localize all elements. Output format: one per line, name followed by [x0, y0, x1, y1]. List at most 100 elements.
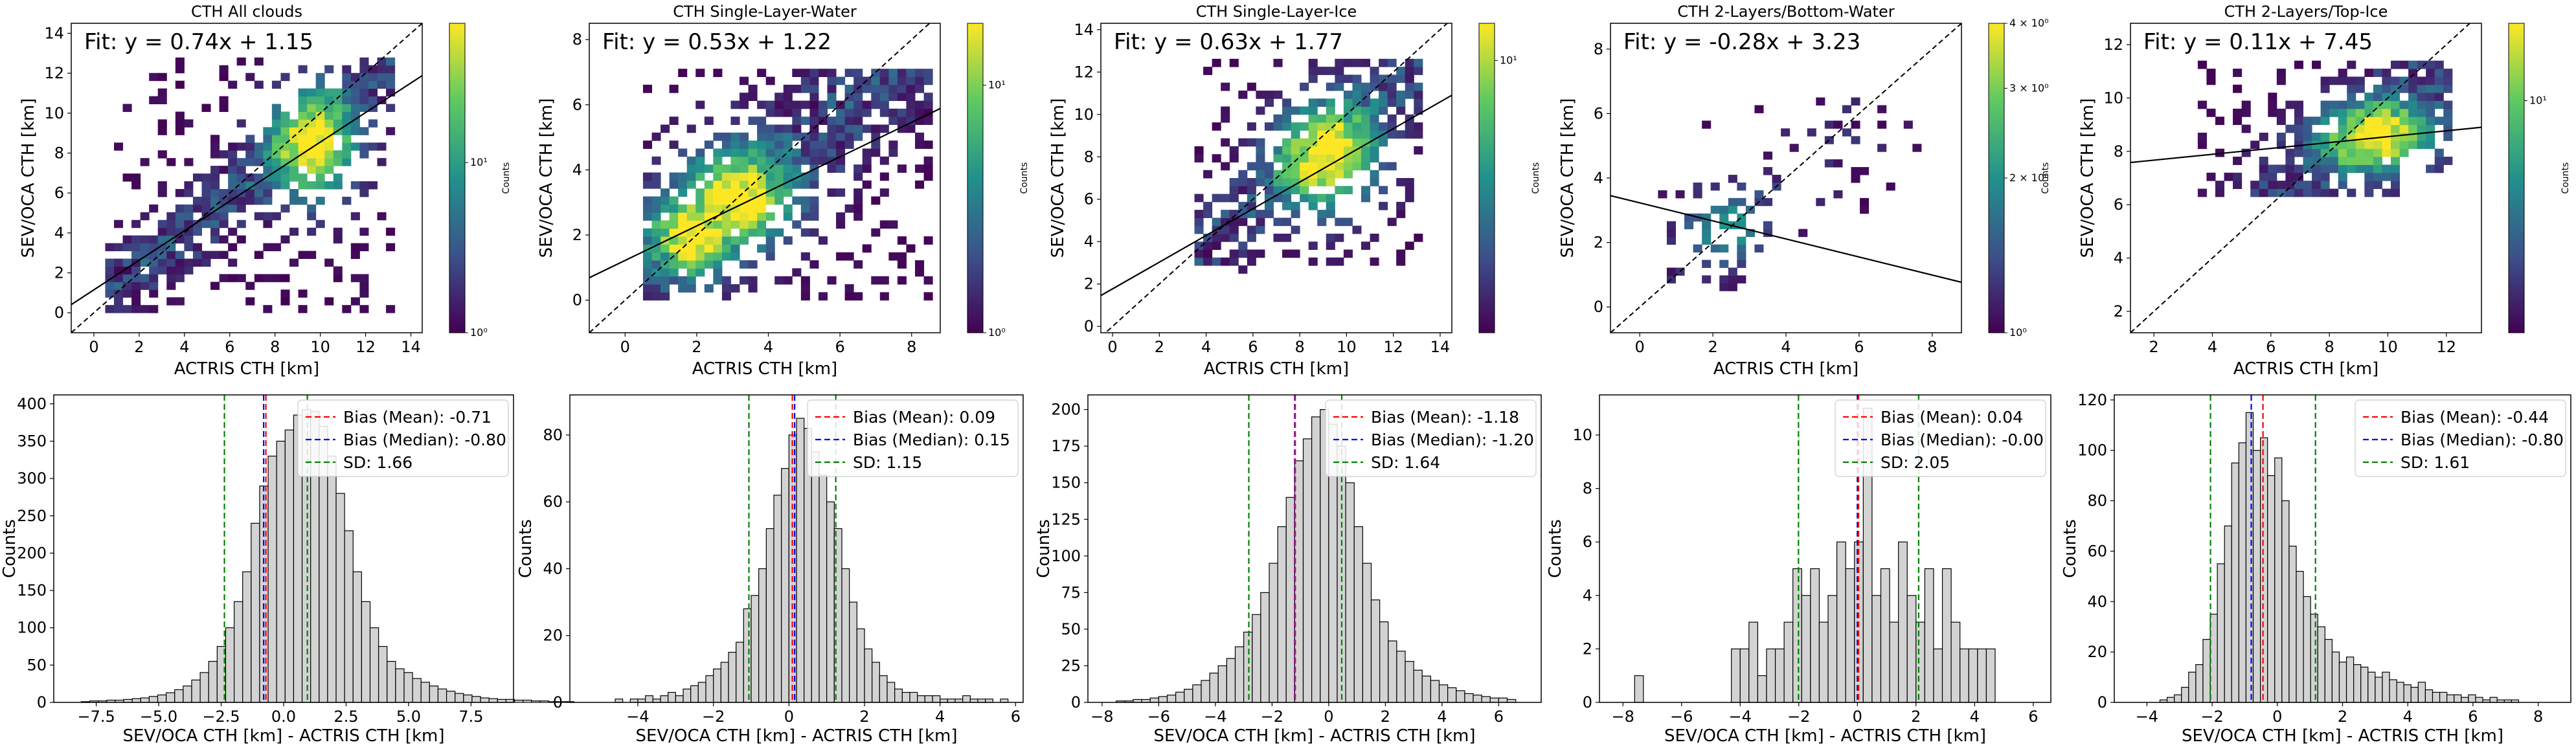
heatmap-cell: [175, 65, 185, 74]
histogram-bar: [2217, 563, 2225, 703]
heatmap-cell: [923, 76, 933, 85]
heatmap-cell: [236, 166, 246, 174]
heatmap-cell: [1256, 146, 1265, 155]
heatmap-cell: [888, 76, 898, 85]
heatmap-cell: [879, 76, 889, 85]
heatmap-cell: [2408, 93, 2418, 101]
heatmap-cell: [651, 212, 661, 221]
heatmap-cell: [1247, 249, 1256, 258]
heatmap-cell: [721, 188, 731, 197]
heatmap-cell: [1221, 162, 1230, 171]
heatmap-cell: [377, 212, 387, 221]
heatmap-cell: [1256, 138, 1265, 147]
heatmap-cell: [2355, 117, 2365, 126]
heatmap-cell: [1370, 146, 1379, 155]
heatmap-cell: [263, 196, 273, 205]
heatmap-cell: [1238, 218, 1248, 227]
heatmap-cell: [114, 219, 124, 229]
heatmap-cell: [2268, 188, 2277, 197]
heatmap-cell: [1728, 275, 1737, 284]
heatmap-cell: [131, 297, 141, 306]
heatmap-cell: [298, 96, 308, 105]
heatmap-cell: [342, 111, 352, 120]
heatmap-cell: [695, 212, 705, 221]
heatmap-cell: [1361, 82, 1371, 91]
heatmap-cell: [836, 76, 846, 85]
heatmap-cell: [651, 252, 661, 261]
heatmap-cell: [324, 111, 334, 120]
heatmap-cell: [149, 305, 159, 313]
heatmap-cell: [289, 127, 299, 135]
heatmap-cell: [2294, 181, 2303, 189]
heatmap-cell: [1816, 97, 1825, 106]
heatmap-cell: [1264, 186, 1274, 195]
heatmap-cell: [757, 188, 767, 197]
histogram-bar: [1201, 680, 1210, 703]
y-tick-label: 75: [1061, 583, 1081, 601]
heatmap-cell: [669, 260, 679, 269]
heatmap-cell: [1273, 122, 1283, 131]
heatmap-cell: [2338, 124, 2347, 133]
heatmap-cell: [862, 164, 872, 173]
heatmap-cell: [757, 117, 767, 125]
heatmap-cell: [642, 196, 653, 205]
heatmap-cell: [915, 164, 925, 173]
heatmap-5-frame: [2130, 23, 2482, 333]
heatmap-cell: [757, 69, 767, 78]
heatmap-cell: [1833, 159, 1843, 168]
heatmap-cell: [1379, 201, 1388, 210]
heatmap-cell: [1335, 146, 1344, 155]
heatmap-cell: [1719, 260, 1729, 268]
heatmap-cell: [122, 274, 132, 282]
heatmap-cell: [2443, 108, 2453, 117]
heatmap-cell: [350, 127, 360, 135]
heatmap-cell: [1405, 67, 1414, 75]
x-tick-label: −6: [1147, 708, 1170, 726]
heatmap-cell: [2320, 172, 2330, 181]
heatmap-cell: [2268, 93, 2277, 101]
heatmap-cell: [2382, 172, 2391, 181]
heatmap-cell: [2259, 188, 2268, 197]
histogram-bar: [1430, 680, 1440, 703]
heatmap-cell: [105, 289, 115, 298]
heatmap-cell: [368, 142, 378, 151]
histogram-bar: [2345, 656, 2355, 703]
heatmap-cell: [184, 188, 194, 197]
heatmap-cell: [844, 252, 854, 261]
heatmap-cell: [2417, 76, 2426, 85]
y-tick-label: 12: [44, 64, 64, 82]
legend-box: [807, 399, 1019, 477]
heatmap-cell: [2285, 157, 2295, 165]
heatmap-cell: [359, 188, 369, 197]
histogram-bar: [2475, 697, 2483, 703]
histogram-bar: [1827, 595, 1838, 703]
heatmap-cell: [324, 150, 334, 159]
heatmap-cell: [2268, 181, 2277, 189]
heatmap-cell: [642, 228, 653, 237]
heatmap-cell: [661, 228, 670, 237]
heatmap-cell: [678, 212, 688, 221]
heatmap-cell: [271, 135, 281, 143]
heatmap-cell: [1212, 241, 1221, 250]
y-tick-label: 6: [1084, 190, 1094, 208]
histogram-bar: [140, 697, 150, 703]
x-tick-label: 4: [179, 338, 189, 356]
heatmap-cell: [201, 219, 211, 229]
heatmap-cell: [2233, 172, 2243, 181]
heatmap-cell: [757, 100, 767, 109]
heatmap-cell: [2233, 181, 2243, 189]
heatmap-cell: [245, 135, 255, 143]
heatmap-cell: [263, 188, 273, 197]
x-tick-label: 0: [1107, 338, 1117, 356]
histogram-bar: [2317, 626, 2325, 703]
heatmap-cell: [853, 93, 863, 101]
heatmap-cell: [2285, 188, 2295, 197]
heatmap-cell: [131, 305, 141, 313]
heatmap-cell: [298, 119, 308, 128]
histogram-bar: [1379, 621, 1389, 703]
heatmap-cell: [342, 127, 352, 135]
heatmap-cell: [315, 150, 325, 159]
histogram-bar: [539, 700, 549, 703]
heatmap-cell: [897, 93, 907, 101]
